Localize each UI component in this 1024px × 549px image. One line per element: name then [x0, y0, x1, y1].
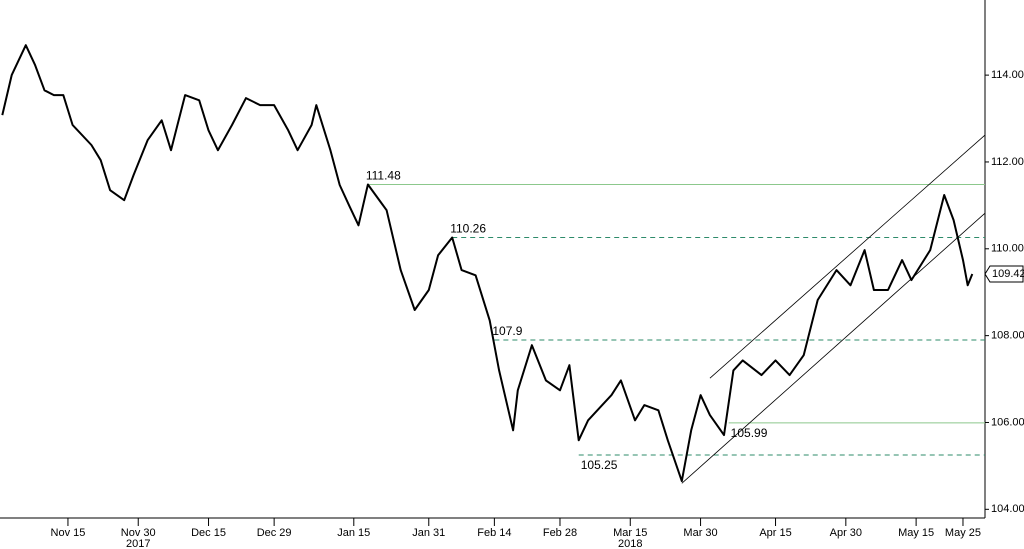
level-label: 105.25 [581, 458, 618, 472]
level-label: 107.9 [492, 324, 522, 338]
x-tick-label: Jan 15 [337, 527, 370, 539]
x-tick-label: Jan 31 [412, 527, 445, 539]
price-line [1, 44, 974, 483]
x-tick-label: May 25 [945, 527, 981, 539]
y-tick-label: 104.00 [991, 503, 1024, 515]
x-tick-label: Mar 30 [683, 527, 717, 539]
y-tick-label: 106.00 [991, 416, 1024, 428]
x-tick-label: Mar 15 [613, 527, 647, 539]
x-tick-label: Nov 15 [51, 527, 86, 539]
level-label: 111.48 [366, 169, 401, 183]
last-value-label: 109.42 [992, 268, 1024, 280]
x-tick-label: May 15 [898, 527, 934, 539]
x-tick-label: Nov 30 [121, 527, 156, 539]
year-label: 2017 [126, 538, 150, 549]
x-tick-label: Dec 15 [191, 527, 226, 539]
x-tick-label: Apr 30 [830, 527, 862, 539]
y-tick-label: 114.00 [991, 69, 1024, 81]
level-label: 105.99 [731, 426, 768, 440]
channel-line [709, 134, 986, 379]
y-tick-label: 112.00 [991, 156, 1024, 168]
level-label: 110.26 [450, 222, 486, 236]
last-value-tag [984, 265, 1024, 283]
x-tick-label: Feb 14 [477, 527, 511, 539]
x-tick-label: Dec 29 [257, 527, 292, 539]
x-tick-label: Apr 15 [759, 527, 791, 539]
y-tick-label: 110.00 [991, 243, 1024, 255]
year-label: 2018 [618, 538, 642, 549]
x-tick-label: Feb 28 [543, 527, 577, 539]
channel-line [681, 212, 986, 484]
y-tick-label: 108.00 [991, 330, 1024, 342]
